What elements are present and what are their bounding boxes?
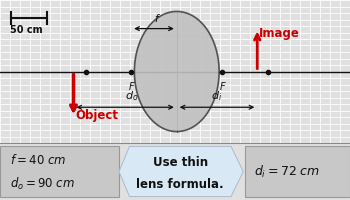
- Text: Image: Image: [259, 27, 300, 40]
- Text: $d_o = 90$ cm: $d_o = 90$ cm: [10, 176, 76, 192]
- Text: 50 cm: 50 cm: [10, 25, 43, 35]
- Text: $d_i$: $d_i$: [211, 89, 223, 103]
- FancyBboxPatch shape: [0, 146, 119, 197]
- Text: lens formula.: lens formula.: [136, 178, 224, 191]
- Text: $f = 40$ cm: $f = 40$ cm: [10, 153, 67, 167]
- Text: Object: Object: [75, 109, 118, 122]
- Text: $f$: $f$: [154, 12, 161, 24]
- FancyBboxPatch shape: [245, 146, 350, 197]
- Text: $d_o$: $d_o$: [125, 89, 139, 103]
- Text: F: F: [219, 82, 225, 92]
- Polygon shape: [119, 146, 243, 197]
- Text: F: F: [128, 82, 134, 92]
- Text: $d_i = 72$ cm: $d_i = 72$ cm: [254, 163, 320, 180]
- Polygon shape: [134, 11, 219, 132]
- Text: Use thin: Use thin: [153, 156, 208, 169]
